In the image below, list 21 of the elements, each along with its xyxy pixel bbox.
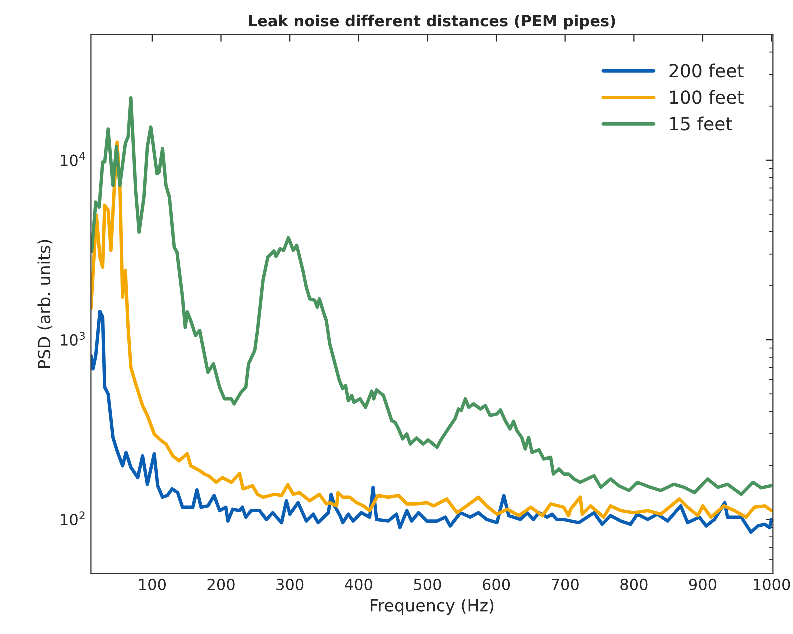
legend-label: 15 feet bbox=[670, 116, 732, 131]
y-axis-title: PSD (arb. units) bbox=[38, 240, 53, 368]
y-tick-label: 10$^{4}$ bbox=[61, 152, 86, 166]
y-tick-label: 10$^{2}$ bbox=[61, 512, 85, 526]
x-tick-label: 700 bbox=[552, 578, 579, 590]
x-tick-label: 300 bbox=[276, 578, 304, 590]
x-tick-label: 1000 bbox=[754, 578, 790, 590]
x-axis-title: Frequency (Hz) bbox=[370, 598, 494, 616]
legend-label: 200 feet bbox=[670, 64, 744, 78]
x-tick-label: 500 bbox=[414, 578, 442, 590]
legend-label: 100 feet bbox=[670, 90, 744, 104]
x-tick-label: 100 bbox=[140, 578, 166, 590]
x-tick-label: 200 bbox=[208, 578, 235, 590]
x-tick-label: 400 bbox=[345, 578, 372, 590]
x-tick-label: 600 bbox=[483, 578, 510, 590]
line-series bbox=[91, 310, 774, 534]
x-tick-label: 900 bbox=[689, 578, 717, 590]
chart-title: Leak noise different distances (PEM pipes) bbox=[249, 14, 616, 30]
line-series bbox=[91, 140, 774, 520]
x-tick-label: 800 bbox=[620, 578, 648, 590]
y-tick-label: 10$^{3}$ bbox=[61, 332, 85, 346]
